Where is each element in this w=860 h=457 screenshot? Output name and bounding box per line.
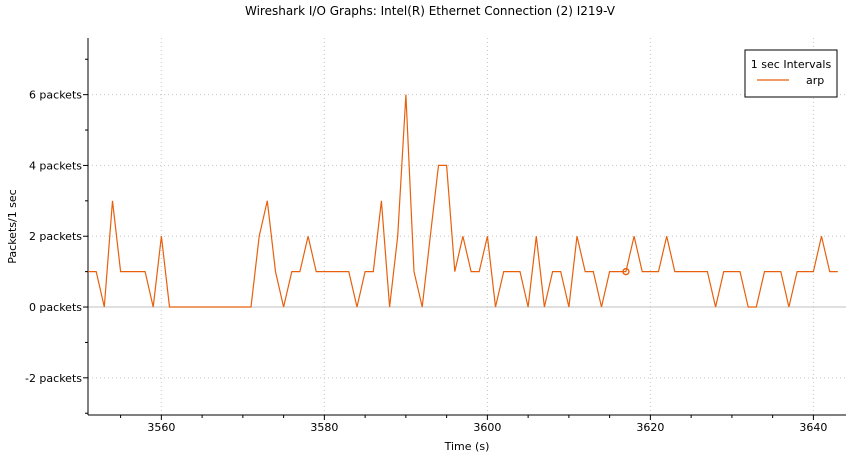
chart-title: Wireshark I/O Graphs: Intel(R) Ethernet … <box>244 4 616 18</box>
axes <box>87 38 846 416</box>
x-tick-label: 3640 <box>799 421 827 434</box>
legend-title: 1 sec Intervals <box>751 58 832 71</box>
y-tick-label: 6 packets <box>29 89 82 102</box>
legend: 1 sec Intervals arp <box>744 49 838 98</box>
selected-point-marker <box>622 267 630 276</box>
y-axis-title: Packets/1 sec <box>6 189 19 263</box>
y-tick-label: 0 packets <box>29 301 82 314</box>
x-tick-label: 3600 <box>473 421 501 434</box>
y-tick-label: 4 packets <box>29 159 82 172</box>
legend-label-arp: arp <box>806 74 824 87</box>
x-tick-label: 3580 <box>310 421 338 434</box>
series-line-arp <box>88 94 838 308</box>
y-axis-ticks: -2 packets 0 packets 2 packets 4 packets 6 p… <box>25 58 88 414</box>
series-layer <box>88 94 838 308</box>
x-axis-title: Time (s) <box>444 440 490 453</box>
x-tick-label: 3560 <box>147 421 175 434</box>
legend-box <box>744 49 838 98</box>
x-tick-label: 3620 <box>636 421 664 434</box>
x-axis-ticks: 3560 3580 3600 3620 3640 <box>120 415 827 434</box>
grid <box>88 38 846 415</box>
y-tick-label: 2 packets <box>29 230 82 243</box>
y-tick-label: -2 packets <box>25 372 82 385</box>
